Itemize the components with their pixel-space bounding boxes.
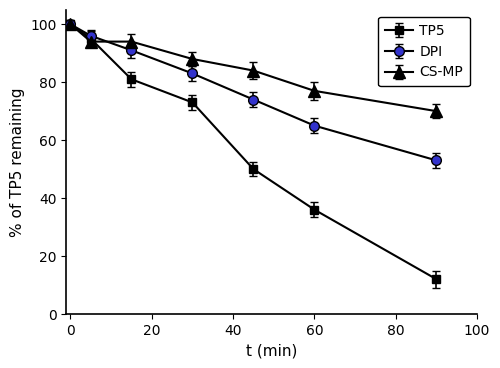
Legend: TP5, DPI, CS-MP: TP5, DPI, CS-MP [378,17,470,86]
X-axis label: t (min): t (min) [246,343,298,358]
Y-axis label: % of TP5 remaining: % of TP5 remaining [10,87,24,237]
